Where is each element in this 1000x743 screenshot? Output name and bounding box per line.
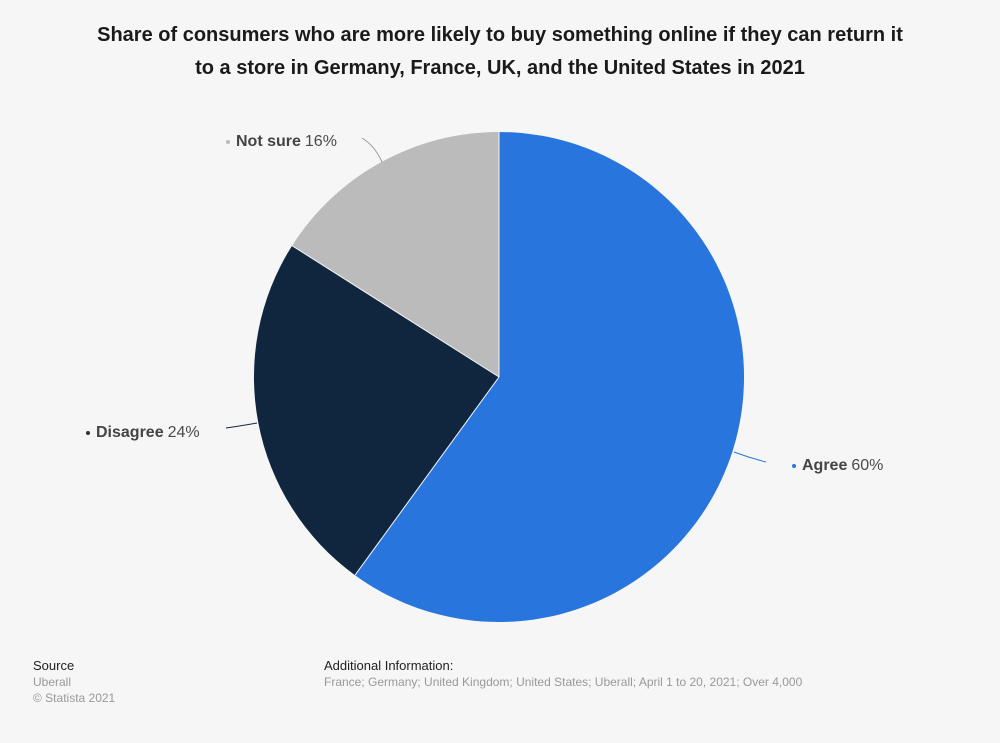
chart-title: Share of consumers who are more likely t… <box>0 19 1000 85</box>
copyright: © Statista 2021 <box>33 691 116 705</box>
connector-disagree <box>225 422 258 429</box>
slice-separator <box>291 245 500 378</box>
label-name: Not sure <box>236 133 301 150</box>
label-name: Disagree <box>96 424 164 441</box>
source-block: Source Uberall © Statista 2021 <box>33 658 115 706</box>
additional-info-block: Additional Information: France; Germany;… <box>324 658 802 690</box>
label-name: Agree <box>802 457 848 474</box>
chart-title-line-2: to a store in Germany, France, UK, and t… <box>195 57 805 79</box>
data-label-not-sure: Not sure 16% <box>226 133 337 151</box>
source-heading: Source <box>33 658 75 673</box>
additional-info-text: France; Germany; United Kingdom; United … <box>324 675 803 689</box>
connector-agree <box>733 451 767 463</box>
chart-title-line-1: Share of consumers who are more likely t… <box>97 24 903 46</box>
bullet-icon <box>86 431 90 435</box>
data-label-disagree: Disagree 24% <box>86 424 200 442</box>
connector-not-sure <box>361 137 383 163</box>
source-name[interactable]: Uberall <box>33 675 72 689</box>
pie-slice-not-sure[interactable] <box>292 132 499 377</box>
bullet-icon <box>792 464 796 468</box>
label-value: 16% <box>304 133 337 150</box>
slice-separator <box>354 376 500 576</box>
data-label-agree: Agree 60% <box>792 457 883 475</box>
label-value: 24% <box>167 424 200 441</box>
pie-slice-disagree[interactable] <box>253 245 499 576</box>
bullet-icon <box>226 140 230 144</box>
pie-slice-agree[interactable] <box>355 132 745 622</box>
additional-info-heading: Additional Information: <box>324 658 454 673</box>
label-value: 60% <box>851 457 884 474</box>
